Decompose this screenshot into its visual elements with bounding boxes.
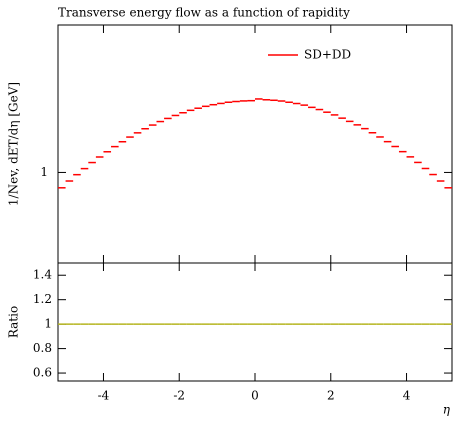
chart-title: Transverse energy flow as a function of …: [58, 6, 350, 20]
x-axis-label: η: [443, 403, 451, 417]
ratio-y-tick-label: 1: [44, 317, 52, 331]
ratio-y-tick-label: 1.4: [33, 268, 52, 282]
legend-label: SD+DD: [304, 48, 351, 62]
y-axis-label: 1/Nev, dET/dη [GeV]: [7, 82, 21, 206]
ratio-y-tick-label: 0.8: [33, 341, 52, 355]
x-tick-label: -2: [173, 389, 185, 403]
ratio-frame: [57, 262, 453, 382]
x-tick-label: 4: [403, 389, 411, 403]
x-tick-label: 2: [327, 389, 335, 403]
ratio-label: Ratio: [7, 306, 21, 338]
y-tick-label: 1: [40, 165, 48, 179]
ratio-y-tick-label: 0.6: [33, 366, 52, 380]
main-frame: [57, 24, 453, 264]
x-tick-label: 0: [251, 389, 259, 403]
x-tick-label: -4: [98, 389, 110, 403]
ratio-y-tick-label: 1.2: [33, 292, 52, 306]
